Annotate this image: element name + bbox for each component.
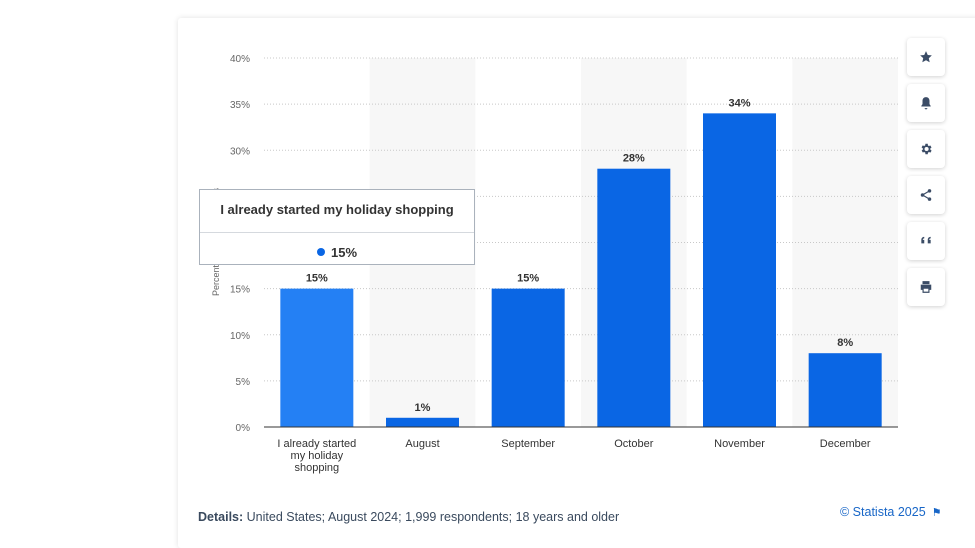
details-label: Details: [198,510,244,524]
bell-icon [921,97,931,110]
print-icon [920,281,932,293]
y-tick-label: 10% [230,331,250,342]
y-tick-label: 5% [236,377,251,388]
data-label: 34% [728,97,750,109]
tooltip-value-row: 15% [200,245,474,260]
y-tick-label: 35% [230,100,250,111]
data-label: 28% [623,153,645,165]
x-tick-label: November [714,438,765,450]
x-tick-label: August [405,438,439,450]
settings-button[interactable] [907,130,945,168]
bar-chart: 0%5%10%15%30%35%40%Percentage of respond… [211,54,898,474]
x-tick-label: September [501,438,555,450]
notification-button[interactable] [907,84,945,122]
y-tick-label: 30% [230,146,250,157]
print-button[interactable] [907,268,945,306]
y-tick-label: 0% [236,423,251,434]
y-tick-label: 15% [230,285,250,296]
quote-icon [921,236,931,244]
details-text: United States; August 2024; 1,999 respon… [246,510,620,524]
cite-button[interactable] [907,222,945,260]
bar [808,353,882,427]
tooltip-value: 15% [330,245,358,260]
bar [280,288,354,427]
bar [386,417,459,427]
credit-text: © Statista 2025 [840,505,926,519]
y-tick-label: 40% [230,54,250,65]
statista-credit[interactable]: © Statista 2025 ⚑ [840,505,942,519]
favorite-button[interactable] [907,38,945,76]
share-button[interactable] [907,176,945,214]
flag-icon: ⚑ [931,507,942,519]
x-tick-label: I already started [277,438,356,450]
bar [703,113,776,427]
data-label: 1% [415,402,431,414]
series-dot-icon [316,248,325,256]
data-label: 15% [306,273,328,285]
bar [491,288,565,427]
chart-details: Details: United States; August 2024; 1,9… [198,510,619,524]
chart-tooltip: I already started my holiday shopping 15… [199,189,475,265]
x-tick-label: December [820,438,871,450]
bar [597,168,671,427]
tooltip-title: I already started my holiday shopping [200,190,474,233]
share-icon [920,189,932,201]
x-tick-label: shopping [295,462,340,474]
x-tick-label: October [614,438,653,450]
data-label: 15% [517,273,539,285]
gear-icon [921,143,932,155]
data-label: 8% [837,337,853,349]
star-icon [920,51,932,63]
x-tick-label: my holiday [291,450,344,462]
